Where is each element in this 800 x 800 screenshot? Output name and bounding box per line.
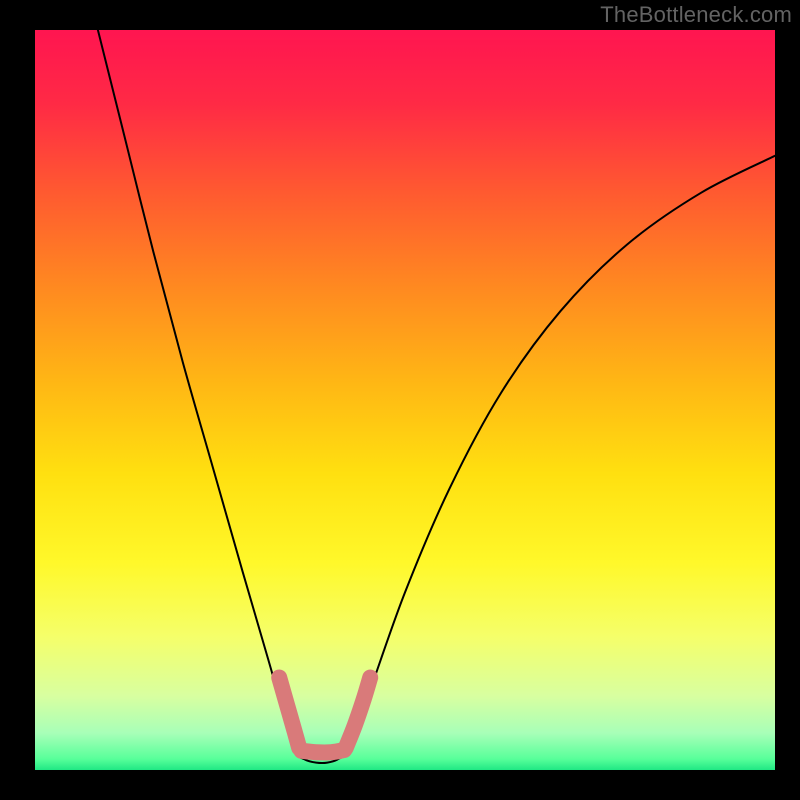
gradient-background — [35, 30, 775, 770]
watermark-text: TheBottleneck.com — [600, 2, 792, 28]
bottleneck-chart — [35, 30, 775, 770]
highlight-segment-1 — [301, 750, 344, 752]
